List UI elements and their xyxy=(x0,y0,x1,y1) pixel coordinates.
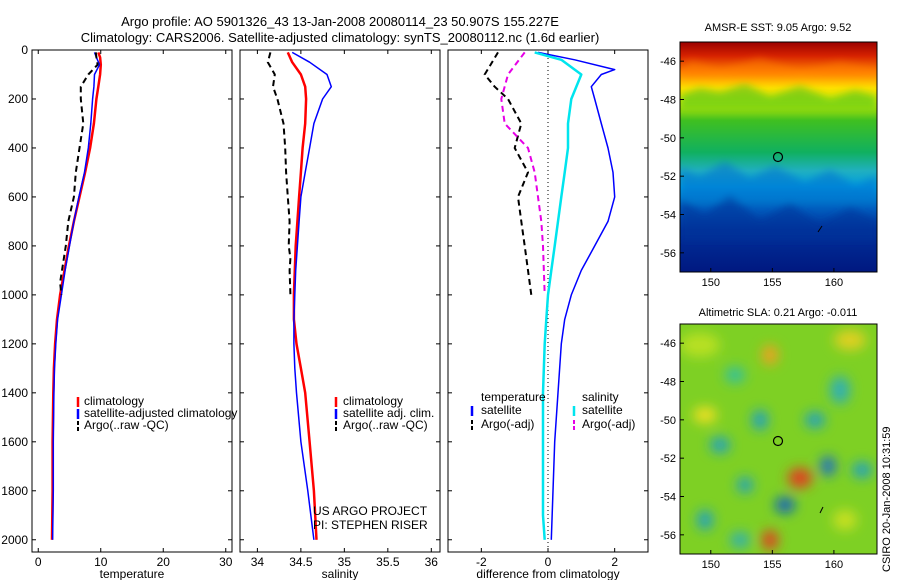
series-line-satellite xyxy=(537,51,616,540)
legend-label-sal-argo: Argo(-adj) xyxy=(582,417,635,431)
x-tick-label: 2 xyxy=(611,555,618,569)
legend-label-sal-satellite: satellite xyxy=(582,403,623,417)
x-tick-label: 34.5 xyxy=(289,555,313,569)
map-x-tick-label: 155 xyxy=(763,559,781,571)
y-tick-label: 1400 xyxy=(1,386,28,400)
figure-title-line-1: Argo profile: AO 5901326_43 13-Jan-2008 … xyxy=(121,14,559,29)
sla-map-axes: 150 155 160 -46 -48 -50 -52 -54 -56 xyxy=(660,338,843,571)
x-tick-label: -2 xyxy=(476,555,487,569)
y-tick-label: 600 xyxy=(8,190,28,204)
map-y-tick-label: -56 xyxy=(660,248,676,260)
y-tick-label: 200 xyxy=(8,92,28,106)
x-tick-label: 0 xyxy=(545,555,552,569)
x-tick-label: 20 xyxy=(157,555,171,569)
x-tick-label: 35 xyxy=(338,555,352,569)
y-tick-label: 400 xyxy=(8,141,28,155)
map-y-tick-label: -52 xyxy=(660,453,676,465)
legend-label-climatology: climatology xyxy=(343,394,403,408)
x-axis-label: difference from climatology xyxy=(476,567,619,580)
legend-label-climatology: climatology xyxy=(84,394,144,408)
y-tick-label: 1200 xyxy=(1,337,28,351)
sla-map-panel: Altimetric SLA: 0.21 Argo: -0.011 xyxy=(660,307,878,571)
legend-header-salinity: salinity xyxy=(582,390,619,404)
legend-label-temp-argo: Argo(-adj) xyxy=(481,417,534,431)
series-line-argo-raw-qc xyxy=(59,52,99,296)
difference-legend: temperature salinity satellite Argo(-adj… xyxy=(470,390,635,431)
sst-map-axes: 150 155 160 -46 -48 -50 -52 -54 -56 xyxy=(660,56,843,289)
x-tick-label: 0 xyxy=(35,555,42,569)
legend-header-temperature: temperature xyxy=(481,390,546,404)
y-tick-label: 2000 xyxy=(1,533,28,547)
series-line-climatology xyxy=(286,51,318,540)
series-line-argo-raw-qc xyxy=(266,52,292,295)
map-y-tick-label: -46 xyxy=(660,338,676,350)
footer-timestamp: CSIRO 20-Jan-2008 10:31:59 xyxy=(881,426,893,572)
temperature-profile-panel: 0 10 20 30 0 200 400 600 800 1000 1200 1400 1600 1800… xyxy=(1,43,232,580)
x-tick-label: 36 xyxy=(425,555,439,569)
project-line-1: US ARGO PROJECT xyxy=(313,504,428,518)
legend-label-argo: Argo(..raw -QC) xyxy=(84,418,169,432)
y-tick-label: 1800 xyxy=(1,484,28,498)
series-line-argo-adj xyxy=(500,51,546,295)
y-tick-label: 1600 xyxy=(1,435,28,449)
y-tick-label: 800 xyxy=(8,239,28,253)
sst-argo-location-marker xyxy=(772,151,784,163)
map-y-tick-label: -48 xyxy=(660,377,676,389)
map-x-tick-label: 160 xyxy=(825,559,843,571)
salinity-legend: climatology satellite adj. clim. Argo(..… xyxy=(334,394,434,432)
series-line-climatology xyxy=(50,51,103,540)
map-y-tick-label: -46 xyxy=(660,56,676,68)
legend-label-satellite-adj: satellite adj. clim. xyxy=(343,406,434,420)
y-tick-label: 0 xyxy=(21,43,28,57)
map-y-tick-label: -50 xyxy=(660,415,676,427)
x-tick-label: 30 xyxy=(219,555,233,569)
plot-frame xyxy=(31,49,233,553)
legend-label-argo: Argo(..raw -QC) xyxy=(343,418,428,432)
map-y-tick-label: -52 xyxy=(660,171,676,183)
map-y-tick-label: -54 xyxy=(660,210,676,222)
sst-map-panel: AMSR-E SST: 9.05 Argo: 9.52 150 155 160 -46… xyxy=(660,22,878,289)
map-x-tick-label: 155 xyxy=(763,277,781,289)
x-tick-label: 10 xyxy=(94,555,108,569)
project-line-2: PI: STEPHEN RISER xyxy=(313,518,428,532)
legend-label-temp-satellite: satellite xyxy=(481,403,522,417)
sla-map-image xyxy=(680,324,877,554)
x-tick-label: 34 xyxy=(251,555,265,569)
map-y-tick-label: -48 xyxy=(660,95,676,107)
series-line-argo-adj xyxy=(483,51,533,296)
map-x-tick-label: 150 xyxy=(702,277,720,289)
sst-map-image xyxy=(680,42,877,272)
series-line-satellite-adjusted-climatology xyxy=(51,52,101,540)
salinity-profile-panel: 34 34.5 35 35.5 36 salinity xyxy=(239,49,441,580)
map-y-tick-label: -54 xyxy=(660,492,676,504)
series-line-satellite xyxy=(534,51,583,540)
x-axis-label: temperature xyxy=(100,567,165,580)
figure-title-line-2: Climatology: CARS2006. Satellite-adjuste… xyxy=(81,30,600,45)
sla-map-title: Altimetric SLA: 0.21 Argo: -0.011 xyxy=(699,307,858,319)
map-x-tick-label: 160 xyxy=(825,277,843,289)
temperature-legend: climatology satellite-adjusted climatolo… xyxy=(76,394,237,432)
series-line-satellite-adj-clim xyxy=(291,51,333,540)
sla-argo-location-marker xyxy=(772,435,784,447)
map-x-tick-label: 150 xyxy=(702,559,720,571)
map-y-tick-label: -56 xyxy=(660,530,676,542)
legend-label-satellite-adjusted: satellite-adjusted climatology xyxy=(84,406,237,420)
x-axis-label: salinity xyxy=(322,567,359,580)
plot-frame xyxy=(239,49,441,553)
y-tick-label: 1000 xyxy=(1,288,28,302)
x-tick-label: 35.5 xyxy=(376,555,400,569)
sst-map-title: AMSR-E SST: 9.05 Argo: 9.52 xyxy=(705,22,852,34)
map-y-tick-label: -50 xyxy=(660,133,676,145)
